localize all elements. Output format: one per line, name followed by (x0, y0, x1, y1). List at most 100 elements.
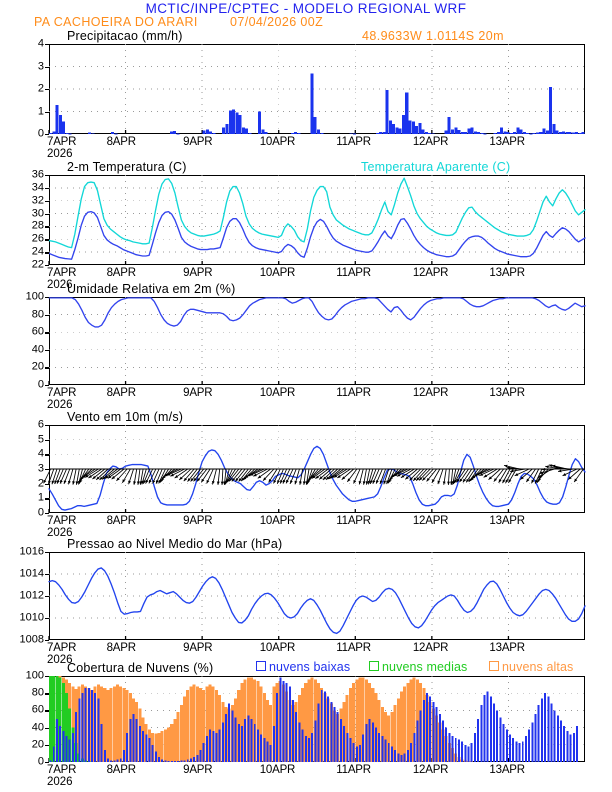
y-tick-label: 4 (37, 447, 44, 460)
chart-temperature (48, 175, 586, 265)
panel-title-wind: Vento em 10m (m/s) (67, 410, 184, 424)
main-title: MCTIC/INPE/CPTEC - MODELO REGIONAL WRF (145, 1, 467, 16)
panel-clouds: Cobertura de Nuvens (%) nuvens baixas nu… (26, 660, 585, 788)
x-tick-label: 7APR (47, 642, 77, 654)
x-tick-label: 10APR (259, 515, 296, 527)
x-tick-label: 13APR (489, 515, 525, 527)
panel-title-precipitation: Precipitacao (mm/h) (67, 29, 183, 43)
panel-title-apparent-temperature: Temperatura Aparente (C) (361, 160, 511, 174)
x-tick-label: 10APR (259, 136, 296, 148)
x-tick-label: 9APR (183, 136, 213, 148)
y-tick (45, 513, 49, 515)
y-tick-label: 36 (31, 168, 44, 181)
y-tick (45, 297, 49, 299)
x-tick-label: 12APR (412, 515, 449, 527)
legend-nuvens-medias: nuvens medias (369, 660, 467, 674)
y-tick (45, 710, 49, 712)
y-tick (45, 498, 49, 500)
y-tick (45, 226, 49, 228)
plot-frame-precipitation (49, 44, 585, 134)
y-tick (45, 332, 49, 334)
legend-swatch-low-clouds (256, 661, 266, 671)
y-tick-label: 1 (37, 491, 44, 504)
x-tick-label: 9APR (183, 267, 213, 279)
y-tick (45, 44, 49, 46)
chart-pressure (48, 552, 586, 640)
y-tick-label: 1016 (19, 545, 44, 558)
x-tick-label: 11APR (336, 764, 371, 776)
x-tick-label: 8APR (106, 642, 136, 654)
plot-frame-humidity (49, 297, 585, 385)
plot-frame-pressure (49, 552, 585, 640)
chart-clouds (48, 676, 585, 762)
y-tick-label: 1010 (19, 611, 44, 624)
x-tick-label: 11APR (336, 387, 371, 399)
y-tick-label: 30 (31, 207, 44, 220)
panel-title-temperature: 2-m Temperatura (C) (67, 160, 187, 174)
station-name: PA CACHOEIRA DO ARARI (34, 15, 198, 29)
y-tick-label: 2 (37, 82, 44, 95)
y-tick-label: 40 (31, 343, 44, 356)
y-tick (45, 200, 49, 203)
x-tick-label: 10APR (259, 642, 296, 654)
y-tick (45, 618, 49, 620)
y-tick-label: 26 (31, 232, 44, 245)
y-tick (45, 640, 49, 642)
x-tick-label: 8APR (106, 267, 136, 279)
y-tick-label: 80 (31, 686, 44, 699)
y-tick-label: 24 (31, 245, 44, 258)
y-tick (45, 239, 49, 241)
x-tick-label: 11APR (336, 267, 371, 279)
panel-humidity: Umidade Relativa em 2m (%) 0 20 40 60 80 100 7… (26, 282, 586, 411)
y-tick-label: 1 (37, 105, 44, 117)
y-tick (45, 727, 49, 729)
x-tick-label: 7APR (47, 515, 77, 527)
x-tick-label: 11APR (336, 642, 371, 654)
x-axis-year: 2026 (47, 776, 73, 788)
x-tick-label: 12APR (412, 387, 449, 399)
y-tick-label: 32 (31, 194, 44, 207)
y-tick-label: 5 (37, 433, 44, 446)
y-tick (45, 367, 49, 369)
panel-precipitation: Precipitacao (mm/h) 0 1 2 3 4 7APR 8APR 9APR 10A… (38, 29, 585, 160)
y-tick-label: 40 (31, 721, 44, 734)
y-tick-label: 60 (31, 325, 44, 338)
y-tick-label: 0 (37, 755, 44, 768)
y-tick-label: 100 (25, 669, 44, 682)
coordinates-label: 48.9633W 1.0114S 20m (362, 29, 504, 43)
x-tick-label: 13APR (489, 136, 525, 148)
x-axis-year: 2026 (47, 148, 73, 160)
y-tick (45, 213, 49, 215)
y-tick-label: 60 (31, 703, 44, 716)
x-tick-label: 7APR (47, 136, 77, 148)
legend-nuvens-baixas: nuvens baixas (256, 660, 350, 674)
panel-temperature: 2-m Temperatura (C) Temperatura Aparente… (32, 160, 586, 291)
x-tick-label: 13APR (489, 642, 525, 654)
panel-title-humidity: Umidade Relativa em 2m (%) (67, 282, 236, 296)
y-tick-label: 2 (37, 477, 44, 490)
x-tick-label: 11APR (336, 136, 371, 148)
x-axis-year: 2026 (47, 527, 73, 539)
y-tick-label: 34 (31, 181, 44, 194)
x-tick-label: 9APR (183, 387, 213, 399)
y-tick (45, 187, 49, 190)
panel-wind: Vento em 10m (m/s) 0 1 2 3 4 5 6 7APR 8APR 9APR 10… (38, 410, 586, 539)
y-tick (45, 454, 49, 456)
y-tick (45, 111, 49, 113)
y-tick (45, 744, 49, 747)
y-tick (45, 425, 49, 427)
y-tick-label: 6 (37, 418, 44, 431)
x-tick-label: 8APR (106, 387, 136, 399)
x-tick-label: 13APR (489, 267, 525, 279)
y-tick-label: 3 (37, 60, 44, 72)
y-tick (45, 314, 49, 316)
legend-label-low-clouds: nuvens baixas (269, 660, 351, 674)
legend-swatch-mid-clouds (369, 661, 379, 671)
y-tick (45, 175, 49, 177)
x-tick-label: 10APR (259, 267, 296, 279)
x-tick-label: 7APR (47, 764, 77, 776)
y-tick (45, 89, 49, 91)
y-tick-label: 3 (37, 462, 44, 475)
x-tick-label: 13APR (489, 387, 525, 399)
